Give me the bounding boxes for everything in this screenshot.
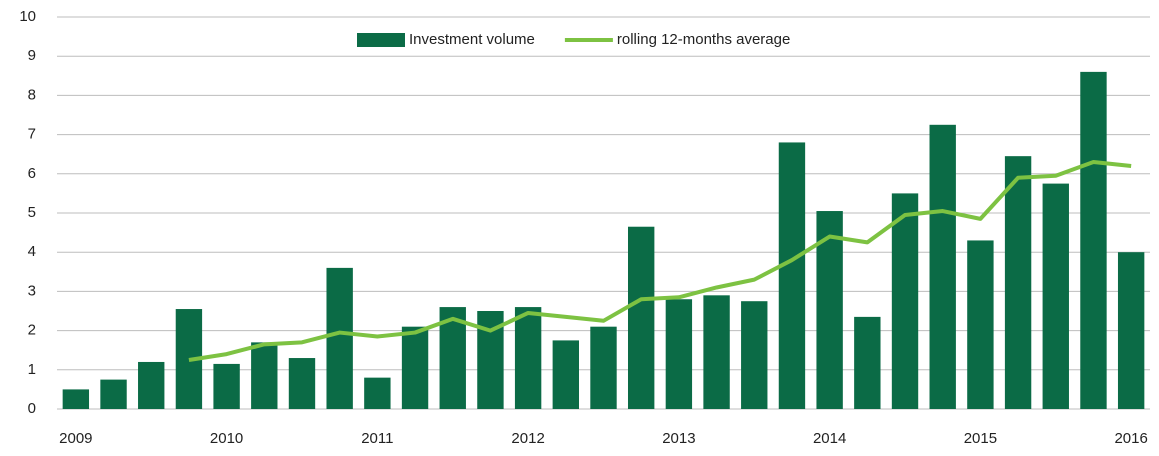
x-tick-label: 2015 [964,430,997,447]
bar [627,226,655,409]
y-tick-label: 8 [28,86,36,103]
y-tick-label: 5 [28,204,36,221]
x-tick-label: 2011 [361,430,393,447]
bar [891,193,919,409]
bar [854,316,881,409]
legend-label: rolling 12-months average [617,31,790,48]
bar [1117,252,1145,409]
y-tick-label: 7 [28,126,36,143]
bar [590,326,617,409]
bar [1042,183,1069,409]
bar [364,377,391,409]
y-tick-label: 6 [28,165,36,182]
y-tick-label: 0 [28,400,36,417]
bar [288,358,316,409]
y-tick-label: 9 [28,47,36,64]
bar [213,363,240,409]
bar [552,340,580,409]
y-tick-label: 10 [19,8,36,25]
x-tick-label: 2010 [210,430,243,447]
bar [100,379,127,409]
y-tick-label: 1 [28,361,36,378]
bar [1004,156,1032,409]
x-tick-label: 2009 [59,430,92,447]
y-tick-label: 3 [28,282,36,299]
y-tick-label: 4 [28,243,36,260]
bar [1080,71,1107,409]
x-tick-label: 2012 [511,430,544,447]
bar [251,342,278,409]
legend-label: Investment volume [409,31,535,48]
bar [967,240,994,409]
bar [929,124,956,410]
bar [62,389,90,409]
bar [741,301,768,409]
bar [778,142,806,409]
bar [665,299,693,409]
bar [326,267,353,409]
x-tick-label: 2014 [813,430,846,447]
y-tick-label: 2 [28,322,36,339]
bar [703,295,730,409]
x-tick-label: 2013 [662,430,695,447]
line [188,160,1132,362]
bar [401,326,429,409]
legend-swatch [357,33,405,47]
x-tick-label: 2016 [1114,430,1147,447]
bar [514,307,542,409]
bar [138,361,165,409]
